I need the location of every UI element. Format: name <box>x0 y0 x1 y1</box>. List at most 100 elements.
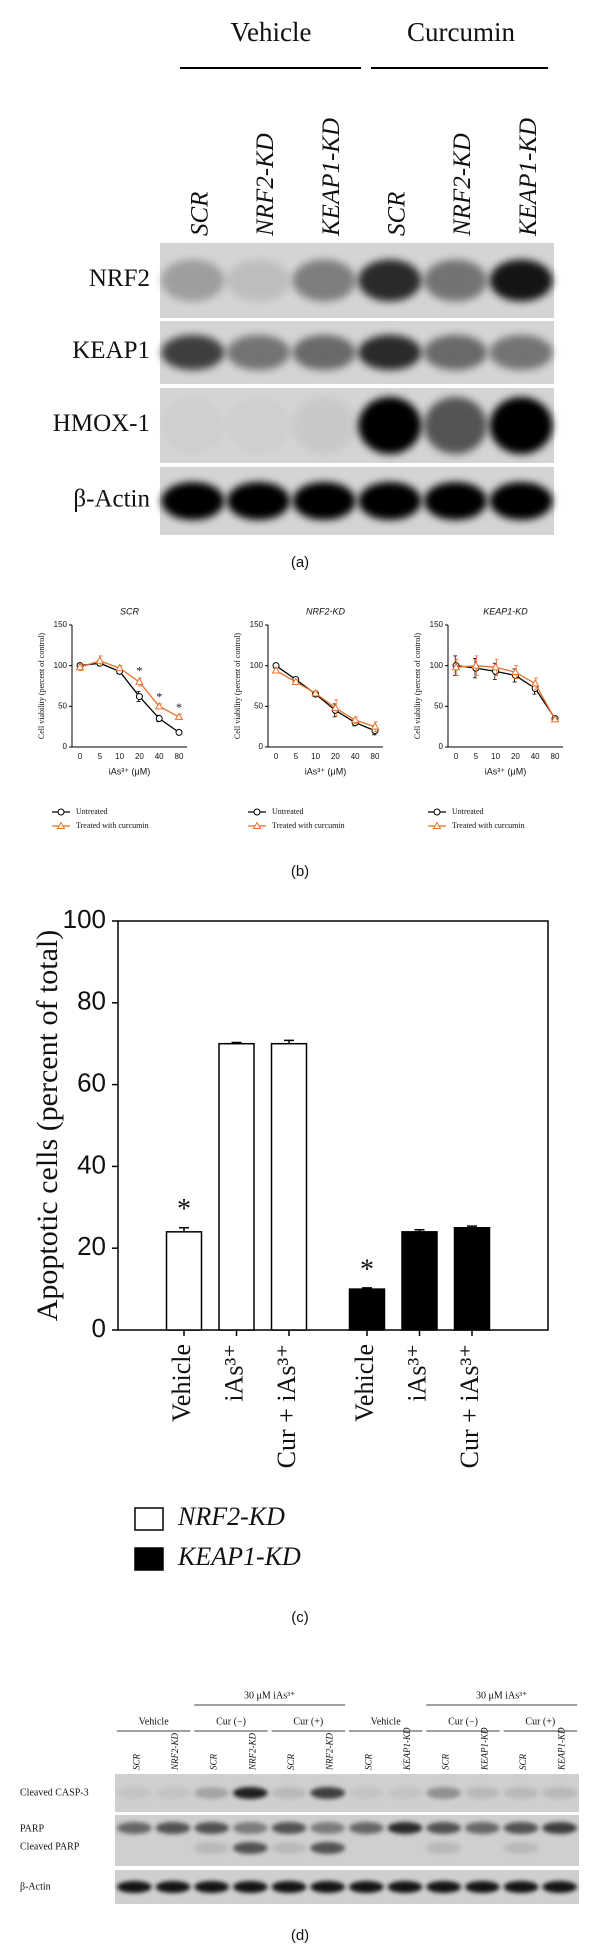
band <box>464 1822 500 1834</box>
band <box>348 1881 384 1893</box>
band <box>271 1881 307 1893</box>
legend-label: Untreated <box>452 807 484 816</box>
panel-label: (a) <box>291 554 309 571</box>
y-tick-label: 50 <box>58 701 67 710</box>
lane-label: KEAP1-KD <box>479 1727 489 1771</box>
band <box>503 1822 539 1834</box>
band <box>489 334 553 371</box>
line <box>455 665 556 720</box>
legend-label: Treated with curcumin <box>272 821 345 830</box>
legend-label: Untreated <box>272 807 304 816</box>
y-tick-label: 100 <box>54 661 68 670</box>
marker <box>331 703 340 711</box>
band <box>358 259 422 302</box>
band <box>503 1787 539 1799</box>
band <box>232 1822 268 1834</box>
y-tick-label: 50 <box>434 701 443 710</box>
x-tick-label: 20 <box>511 752 520 761</box>
lane-label: KEAP1-KD <box>402 1727 412 1771</box>
band <box>310 1881 346 1893</box>
line <box>79 662 180 733</box>
band <box>387 1822 423 1834</box>
marker <box>451 662 461 671</box>
y-tick-label: 80 <box>77 986 106 1016</box>
band <box>426 1787 462 1799</box>
blot-background <box>160 243 554 318</box>
legend-label: NRF2-KD <box>177 1502 285 1531</box>
lane-label: SCR <box>131 1753 141 1770</box>
group-label: Vehicle <box>371 1716 402 1727</box>
y-tick-label: 100 <box>430 661 444 670</box>
bar <box>348 1288 386 1331</box>
group-label: 30 μM iAs³⁺ <box>244 1690 295 1701</box>
blot-background <box>115 1870 579 1904</box>
legend-swatch <box>134 1507 164 1531</box>
band <box>232 1787 268 1799</box>
chart-title: KEAP1-KD <box>483 606 528 616</box>
band <box>387 1787 423 1799</box>
lane-label: KEAP1-KD <box>318 118 345 237</box>
annotation: * <box>360 1254 374 1285</box>
band <box>310 1787 346 1799</box>
marker <box>155 715 163 723</box>
x-tick-label: Vehicle <box>350 1344 379 1422</box>
band <box>423 334 488 371</box>
lane-label: KEAP1-KD <box>515 118 542 237</box>
x-tick-label: 0 <box>274 752 279 761</box>
band <box>358 334 422 371</box>
error-bar <box>414 1229 425 1232</box>
band <box>155 1822 191 1834</box>
band <box>292 259 356 302</box>
y-tick-label: 150 <box>54 620 68 629</box>
band <box>194 1822 230 1834</box>
bar <box>165 1231 203 1331</box>
group-label: Curcumin <box>407 17 515 47</box>
x-axis-label: iAs³⁺ (μM) <box>109 766 150 776</box>
y-tick-label: 0 <box>259 742 264 751</box>
chart-title: NRF2-KD <box>306 606 346 616</box>
error-bar <box>231 1041 242 1044</box>
band <box>161 481 225 521</box>
y-tick-label: 0 <box>439 742 444 751</box>
band <box>423 397 488 454</box>
lane-label: SCR <box>384 192 411 236</box>
x-tick-label: Cur + iAs³⁺ <box>455 1344 484 1468</box>
lane-label: KEAP1-KD <box>557 1727 567 1771</box>
y-axis-label: Cell viability (percent of control) <box>37 633 46 740</box>
annotation: * <box>177 1194 191 1225</box>
row-label: β-Actin <box>73 486 150 513</box>
band <box>116 1822 152 1834</box>
legend-label: Treated with curcumin <box>452 821 525 830</box>
chart-title: SCR <box>120 606 140 616</box>
band <box>542 1881 578 1893</box>
band <box>348 1822 384 1834</box>
band <box>155 1881 191 1893</box>
band <box>464 1881 500 1893</box>
band <box>194 1787 230 1799</box>
marker <box>174 712 184 720</box>
y-tick-label: 60 <box>77 1067 106 1097</box>
group-label: Cur (−) <box>216 1716 246 1727</box>
band <box>226 259 291 302</box>
annotation: * <box>176 700 182 714</box>
x-axis-label: iAs³⁺ (μM) <box>485 766 526 776</box>
marker <box>511 667 520 676</box>
band <box>426 1822 462 1834</box>
line <box>275 669 376 728</box>
band <box>423 259 488 302</box>
marker <box>291 677 301 685</box>
marker <box>252 821 262 829</box>
band <box>464 1787 500 1799</box>
band <box>271 1842 307 1854</box>
x-tick-label: iAs³⁺ <box>402 1344 431 1402</box>
x-tick-label: 40 <box>155 752 164 761</box>
y-tick-label: 20 <box>77 1231 106 1261</box>
band <box>161 397 224 454</box>
marker <box>135 693 143 701</box>
band <box>542 1787 578 1799</box>
y-tick-label: 150 <box>430 620 444 629</box>
marker <box>350 715 360 724</box>
y-tick-label: 50 <box>254 701 263 710</box>
y-tick-label: 150 <box>250 620 264 629</box>
